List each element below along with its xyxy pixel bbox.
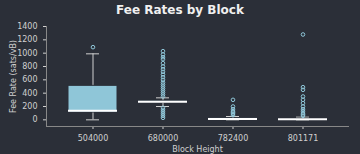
svg-text:1200: 1200 (17, 35, 37, 44)
html-text:Fee Rates by Block: Fee Rates by Block (116, 3, 244, 17)
svg-text:504000: 504000 (78, 134, 109, 143)
svg-text:400: 400 (22, 89, 37, 98)
svg-text:200: 200 (22, 102, 37, 111)
svg-text:800: 800 (22, 62, 37, 71)
svg-text:Block Height: Block Height (172, 145, 223, 154)
svg-text:1000: 1000 (17, 49, 37, 58)
svg-text:782400: 782400 (218, 134, 249, 143)
svg-text:801171: 801171 (288, 134, 319, 143)
svg-text:Fee Rate (sats/vB): Fee Rate (sats/vB) (9, 40, 18, 113)
svg-text:680000: 680000 (148, 134, 179, 143)
svg-text:1400: 1400 (17, 22, 37, 31)
svg-text:600: 600 (22, 75, 37, 84)
svg-text:0: 0 (32, 115, 37, 124)
